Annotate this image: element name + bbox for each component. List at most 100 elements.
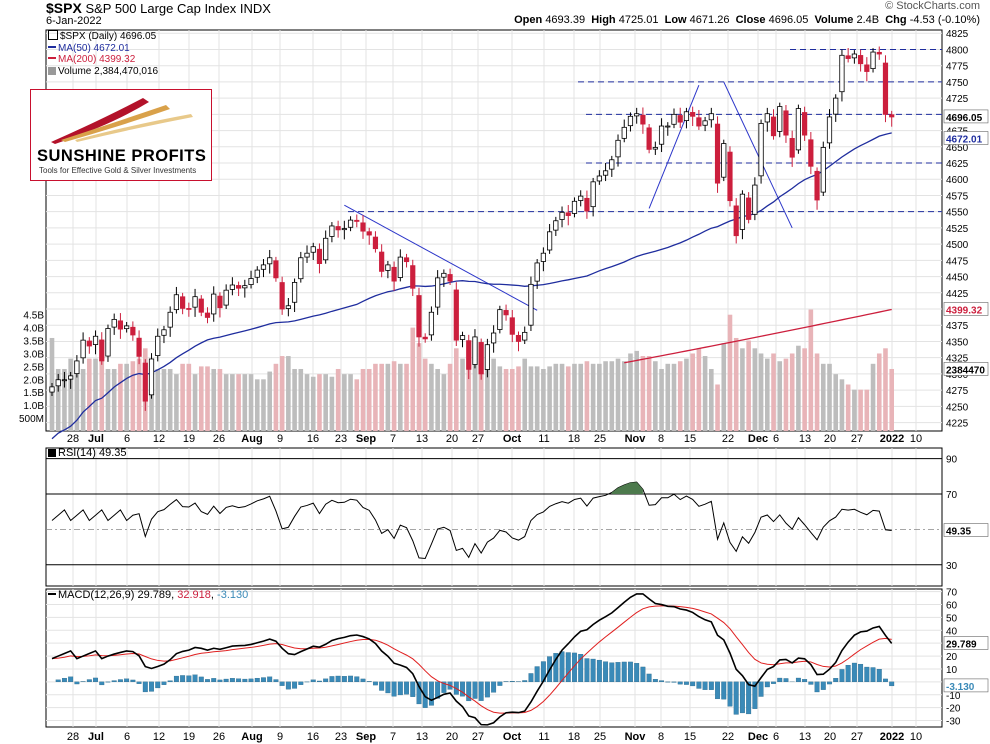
macd-hist-bar — [646, 673, 652, 683]
x-tick-label-top: 13 — [799, 433, 811, 445]
candle-body — [242, 285, 248, 289]
volume-bar — [161, 368, 167, 431]
volume-bar — [304, 374, 310, 431]
macd-hist-bar — [379, 681, 385, 691]
macd-hist-bar — [329, 676, 335, 683]
macd-tick-label: -30 — [946, 717, 961, 728]
candle-body — [397, 256, 403, 278]
candle-body — [372, 236, 379, 250]
x-tick-label-top: 12 — [153, 433, 165, 445]
macd-hist-bar — [484, 681, 490, 698]
volume-bar — [211, 368, 217, 431]
candle-body — [727, 151, 733, 202]
candle-body — [671, 113, 677, 125]
candle-body — [658, 125, 665, 145]
macd-tick-label: 70 — [946, 588, 958, 599]
candle-body — [845, 55, 851, 59]
candle-body — [833, 97, 839, 115]
rsi-label-text: RSI(14) 49.35 — [58, 447, 127, 459]
volume-bar — [404, 363, 409, 431]
volume-bar — [796, 345, 801, 431]
price-tick-label: 4425 — [946, 289, 969, 300]
volume-bar — [883, 348, 888, 431]
macd-hist-bar — [180, 675, 186, 683]
macd-hist-bar — [242, 678, 248, 683]
price-legend: $SPX (Daily) 4696.05 MA(50) 4672.01 MA(2… — [48, 30, 158, 77]
macd-hist-bar — [472, 681, 478, 699]
macd-hist-value: -3.130 — [217, 589, 249, 601]
macd-hist-bar — [528, 673, 534, 683]
x-tick-label-top: 9 — [277, 433, 283, 445]
volume-bar — [696, 348, 702, 431]
x-tick-label-bottom: 11 — [538, 731, 549, 743]
candle-body — [472, 336, 478, 365]
x-tick-label-top: 26 — [213, 433, 225, 445]
macd-hist-bar — [702, 681, 708, 690]
volume-bar — [466, 350, 472, 431]
volume-bar — [852, 389, 857, 431]
volume-bar — [758, 353, 764, 431]
volume-bar — [130, 361, 136, 431]
price-tick-label: 4375 — [946, 321, 969, 332]
macd-hist-bar — [136, 681, 142, 684]
volume-bar — [578, 363, 583, 431]
x-tick-label-top: Aug — [241, 433, 262, 445]
macd-hist-bar — [385, 681, 391, 694]
candle-body — [578, 195, 584, 201]
price-tick-label: 4625 — [946, 159, 969, 170]
macd-hist-bar — [155, 681, 161, 689]
x-tick-label-bottom: 19 — [183, 731, 195, 743]
macd-hist-bar — [74, 681, 80, 685]
x-tick-label-bottom: Jul — [88, 731, 104, 743]
candle-body — [540, 252, 546, 262]
macd-hist-bar — [808, 681, 814, 685]
macd-hist-bar — [795, 677, 801, 683]
macd-hist-bar — [839, 669, 845, 683]
candle-body — [198, 298, 204, 313]
volume-bar — [497, 366, 503, 431]
price-tick-label: 4600 — [946, 175, 969, 186]
volume-bar — [590, 363, 596, 431]
volume-bar — [783, 358, 789, 431]
volume-bar — [416, 343, 422, 431]
candle-body — [851, 53, 857, 59]
candle-body — [422, 336, 428, 340]
macd-hist-bar — [173, 675, 179, 683]
logo-text: SUNSHINE PROFITS — [37, 147, 207, 165]
macd-hist-bar — [441, 681, 447, 693]
volume-bar — [628, 353, 633, 431]
candle-body — [858, 55, 864, 65]
last-close-tag: 4696.05 — [946, 113, 983, 124]
volume-bar — [659, 368, 664, 431]
volume-bar — [342, 374, 347, 431]
volume-bar — [87, 358, 92, 431]
x-tick-label-top: 27 — [851, 433, 863, 445]
candle-body — [111, 318, 117, 328]
chart-date: 6-Jan-2022 — [46, 15, 102, 27]
rsi-tag-bg — [943, 523, 989, 537]
macd-tick-label: 40 — [946, 626, 958, 637]
candle-body — [298, 257, 304, 280]
candle-body — [509, 317, 515, 335]
volume-bar — [111, 368, 117, 431]
candle-body — [105, 328, 111, 357]
macd-hist-bar — [360, 678, 366, 683]
candle-body — [329, 225, 335, 237]
candle-body — [403, 257, 410, 263]
volume-bar — [503, 368, 509, 431]
volume-value: 2.4B — [856, 14, 880, 26]
volume-tick-label: 4.5B — [23, 311, 44, 322]
candle-body — [627, 115, 634, 127]
volume-bar — [360, 368, 366, 431]
x-tick-label-bottom: Aug — [241, 731, 262, 743]
x-tick-label-bottom: 15 — [684, 731, 696, 743]
macd-hist-bar — [708, 681, 714, 690]
candle-body — [553, 220, 559, 231]
volume-bar — [472, 363, 478, 431]
macd-hist-bar — [323, 678, 329, 683]
candle-body — [870, 51, 876, 70]
volume-bar — [665, 363, 671, 431]
candle-body — [254, 269, 260, 278]
macd-signal-line — [51, 605, 892, 714]
macd-line — [51, 593, 893, 726]
